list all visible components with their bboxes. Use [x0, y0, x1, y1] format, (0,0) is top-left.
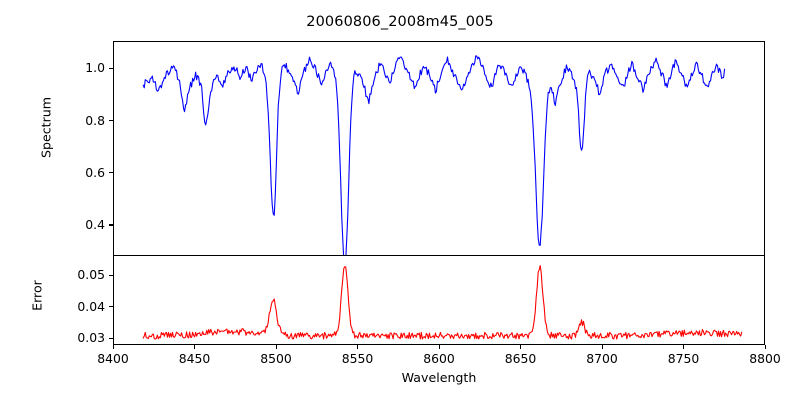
y-tick-mark-error [109, 337, 113, 339]
x-tick-label: 8650 [504, 351, 537, 366]
y-tick-mark-spectrum [109, 224, 113, 226]
y-tick-label-spectrum: 0.6 [85, 164, 105, 180]
x-tick-label: 8800 [749, 351, 781, 366]
y-tick-label-spectrum: 0.4 [85, 216, 105, 232]
x-tick-label: 8500 [260, 351, 292, 366]
y-tick-label-spectrum: 0.8 [85, 112, 105, 128]
x-tick-label: 8550 [341, 351, 374, 366]
x-tick-label: 8750 [667, 351, 700, 366]
y-tick-label-error: 0.05 [77, 267, 105, 283]
error-line-canvas [142, 265, 743, 340]
y-tick-mark-spectrum [109, 172, 113, 174]
x-tick-mark [438, 345, 440, 349]
error-plot-panel [113, 255, 765, 345]
error-data-line [142, 265, 743, 340]
spectrum-data-line [142, 55, 726, 255]
x-tick-mark [275, 345, 277, 349]
y-tick-mark-spectrum [109, 120, 113, 122]
y-tick-label-error: 0.04 [77, 298, 105, 314]
y-tick-mark-error [109, 274, 113, 276]
x-tick-mark [112, 345, 114, 349]
x-tick-mark [520, 345, 522, 349]
x-tick-mark [601, 345, 603, 349]
x-tick-label: 8400 [97, 351, 129, 366]
y-tick-label-error: 0.03 [77, 330, 105, 346]
x-tick-mark [357, 345, 359, 349]
y-tick-mark-spectrum [109, 67, 113, 69]
x-tick-label: 8450 [178, 351, 211, 366]
spectrum-line-canvas [142, 55, 726, 255]
x-tick-label: 8700 [586, 351, 618, 366]
y-tick-mark-error [109, 306, 113, 308]
y-tick-label-spectrum: 1.0 [85, 60, 105, 76]
spectrum-plot-panel [113, 41, 765, 255]
x-tick-mark [683, 345, 685, 349]
x-tick-mark [764, 345, 766, 349]
y-axis-label-error: Error [29, 280, 45, 311]
figure-title: 20060806_2008m45_005 [306, 14, 494, 30]
x-axis-label: Wavelength [401, 370, 477, 385]
x-tick-label: 8600 [423, 351, 455, 366]
x-tick-mark [194, 345, 196, 349]
